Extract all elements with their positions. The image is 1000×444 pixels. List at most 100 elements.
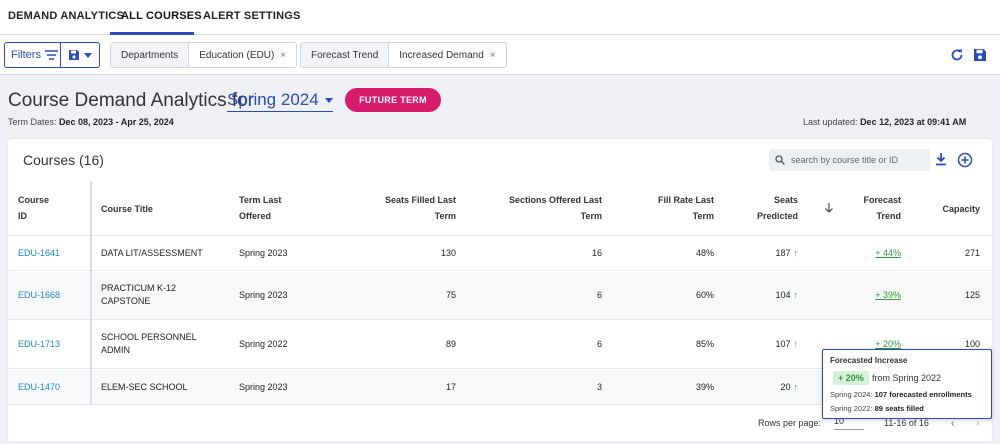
last-updated-value: Dec 12, 2023 at 09:41 AM <box>860 117 967 127</box>
header-line: Trend <box>876 211 901 221</box>
tab-all-courses[interactable]: ALL COURSES <box>121 10 202 22</box>
predicted-value: 104 <box>775 290 791 300</box>
tab-alert-settings[interactable]: ALERT SETTINGS <box>203 10 301 22</box>
rows-per-page-label: Rows per page: <box>758 418 822 428</box>
refresh-icon[interactable] <box>950 48 964 62</box>
sections-offered: 16 <box>591 248 602 258</box>
course-title: DATA LIT/ASSESSMENT <box>101 248 203 258</box>
col-header-forecast-trend[interactable]: Forecast Trend <box>841 192 901 224</box>
term-last-offered: Spring 2023 <box>239 290 288 300</box>
rows-per-page-select[interactable]: 10 <box>834 416 864 430</box>
term-last-offered: Spring 2022 <box>239 339 288 349</box>
seats-predicted: 20 ↑ <box>728 381 798 394</box>
col-header-fill-rate[interactable]: Fill Rate Last Term <box>634 192 714 224</box>
table-row[interactable]: EDU-1668 PRACTICUM K-12 CAPSTONE Spring … <box>8 272 992 320</box>
title-line: CAPSTONE <box>101 296 151 306</box>
tooltip-line-previous: Spring 2022: 89 seats filled <box>830 404 924 413</box>
term-select[interactable]: Spring 2024 <box>227 90 333 112</box>
close-icon[interactable]: × <box>489 49 496 61</box>
close-icon[interactable]: × <box>280 49 287 61</box>
term-last-offered: Spring 2023 <box>239 248 288 258</box>
capacity: 125 <box>964 290 980 300</box>
term-select-value: Spring 2024 <box>227 90 319 109</box>
forecast-tooltip: Forecasted Increase + 20% from Spring 20… <box>822 349 992 419</box>
chip-value-text: Increased Demand <box>399 49 484 61</box>
term-dates: Term Dates: Dec 08, 2023 - Apr 25, 2024 <box>8 117 174 127</box>
sort-arrow-down-icon[interactable] <box>823 202 835 214</box>
download-icon[interactable] <box>934 152 948 166</box>
seats-filled: 89 <box>445 339 456 349</box>
filter-chip-forecast-trend: Forecast Trend Increased Demand × <box>300 42 507 68</box>
last-updated: Last updated: Dec 12, 2023 at 09:41 AM <box>803 117 966 127</box>
col-header-term-last-offered[interactable]: Term Last Offered <box>239 192 281 224</box>
header-line: Predicted <box>756 211 798 221</box>
header-line: Term Last <box>239 195 282 205</box>
seats-predicted: 187 ↑ <box>728 247 798 260</box>
header-line: Term <box>580 211 602 221</box>
header-line: Term <box>692 211 714 221</box>
course-id-link[interactable]: EDU-1668 <box>18 290 61 300</box>
tooltip-line-value: 89 seats filled <box>874 404 924 413</box>
header-line: Forecast <box>863 195 901 205</box>
course-id-link[interactable]: EDU-1470 <box>18 382 61 392</box>
chevron-right-icon[interactable]: › <box>976 418 980 429</box>
page-title: Course Demand Analytics for <box>8 90 255 111</box>
chevron-left-icon[interactable]: ‹ <box>951 418 955 429</box>
save-view-button[interactable] <box>60 42 100 68</box>
col-header-course-id[interactable]: Course ID <box>18 192 49 224</box>
course-title: SCHOOL PERSONNEL ADMIN <box>101 331 197 357</box>
arrow-up-icon: ↑ <box>793 339 799 349</box>
title-line: SCHOOL PERSONNEL <box>101 332 197 342</box>
add-circle-icon[interactable] <box>957 152 973 168</box>
tooltip-line-label: Spring 2024: <box>830 390 873 399</box>
tooltip-line-current: Spring 2024: 107 forecasted enrollments <box>830 390 972 399</box>
table-row[interactable]: EDU-1641 DATA LIT/ASSESSMENT Spring 2023… <box>8 236 992 271</box>
course-title: ELEM-SEC SCHOOL <box>101 382 188 392</box>
header-line: Term <box>434 211 456 221</box>
col-header-seats-predicted[interactable]: Seats Predicted <box>738 192 798 224</box>
search-input[interactable]: search by course title or ID <box>769 149 930 171</box>
term-last-offered: Spring 2023 <box>239 382 288 392</box>
forecast-trend-link[interactable]: + 39% <box>875 290 901 300</box>
header-line: Fill Rate Last <box>657 195 714 205</box>
filters-button[interactable]: Filters <box>4 42 61 68</box>
title-line: PRACTICUM K-12 <box>101 283 177 293</box>
forecast-trend-link[interactable]: + 44% <box>875 248 901 258</box>
sections-offered: 6 <box>596 339 602 349</box>
tooltip-from: from Spring 2022 <box>872 373 942 383</box>
col-header-sections-offered[interactable]: Sections Offered Last Term <box>482 192 602 224</box>
arrow-up-icon: ↑ <box>793 290 799 300</box>
seats-predicted: 107 ↑ <box>728 338 798 351</box>
chip-value: Increased Demand × <box>389 43 505 67</box>
forecast-trend-link[interactable]: + 20% <box>875 339 901 349</box>
seats-filled: 75 <box>445 290 456 300</box>
seats-filled: 130 <box>440 248 456 258</box>
chip-key: Forecast Trend <box>301 43 390 67</box>
predicted-value: 107 <box>775 339 791 349</box>
save-icon[interactable] <box>973 48 987 62</box>
future-term-button[interactable]: FUTURE TERM <box>345 88 441 112</box>
filter-lines-icon <box>44 50 58 60</box>
chevron-down-icon <box>324 97 333 103</box>
pagination: Rows per page: 10 11-16 of 16 ‹ › <box>8 409 992 439</box>
course-id-link[interactable]: EDU-1641 <box>18 248 61 258</box>
col-header-course-title[interactable]: Course Title <box>101 204 153 214</box>
tooltip-line-label: Spring 2022: <box>830 404 873 413</box>
table-row[interactable]: EDU-1713 SCHOOL PERSONNEL ADMIN Spring 2… <box>8 321 992 369</box>
tab-demand-analytics[interactable]: DEMAND ANALYTICS <box>8 10 125 22</box>
chip-value: Education (EDU) × <box>189 43 296 67</box>
seats-predicted: 104 ↑ <box>728 289 798 302</box>
column-resize-handle[interactable] <box>90 181 92 405</box>
header-line: Offered <box>239 211 272 221</box>
course-id-link[interactable]: EDU-1713 <box>18 339 61 349</box>
search-icon <box>775 155 785 165</box>
tooltip-title: Forecasted Increase <box>830 356 908 365</box>
capacity: 271 <box>964 248 980 258</box>
courses-title: Courses (16) <box>23 152 104 168</box>
col-header-seats-filled[interactable]: Seats Filled Last Term <box>356 192 456 224</box>
page-range: 11-16 of 16 <box>884 418 929 428</box>
header-line: Course <box>18 195 50 205</box>
col-header-capacity[interactable]: Capacity <box>942 204 980 214</box>
chip-value-text: Education (EDU) <box>199 49 275 61</box>
save-icon <box>69 50 79 60</box>
